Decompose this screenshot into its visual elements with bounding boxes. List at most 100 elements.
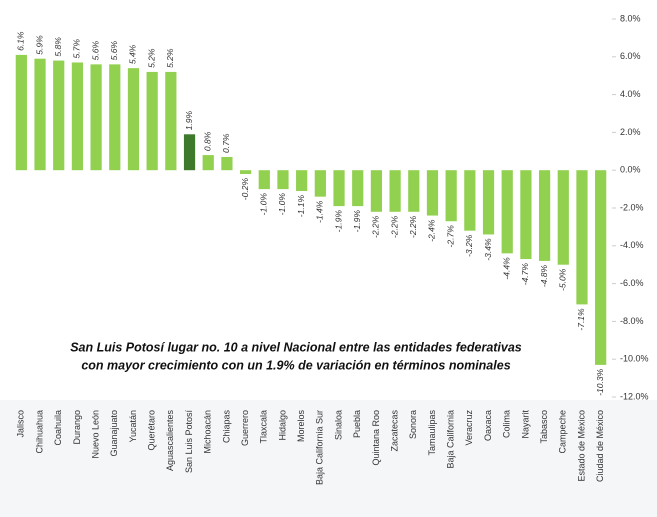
value-label: -4.8% — [539, 264, 549, 287]
value-label: -1.1% — [296, 195, 306, 218]
y-tick-label: -2.0% — [620, 202, 644, 212]
x-tick-label: Ciudad de México — [595, 410, 605, 482]
value-label: 5.4% — [128, 44, 138, 64]
bar — [90, 64, 102, 171]
bar — [352, 170, 364, 207]
value-label: -1.9% — [333, 210, 343, 233]
annotation: San Luis Potosí lugar no. 10 a nivel Nac… — [70, 340, 522, 354]
x-tick-label: Quintana Roo — [371, 410, 381, 466]
x-tick-label: Colima — [502, 410, 512, 438]
value-label: -4.7% — [520, 263, 530, 286]
bar — [258, 170, 270, 190]
bar — [595, 170, 607, 365]
bar — [34, 58, 46, 171]
bar — [389, 170, 401, 212]
x-tick-label: Baja California Sur — [315, 410, 325, 485]
x-tick-label: Zacatecas — [389, 410, 399, 452]
value-label: 0.7% — [221, 133, 231, 153]
y-tick-label: -10.0% — [620, 354, 649, 364]
bar — [183, 134, 196, 171]
y-tick-label: 0.0% — [620, 165, 641, 175]
x-tick-label: Tabasco — [539, 410, 549, 444]
value-label: 5.6% — [109, 41, 119, 61]
x-tick-label: Sinaloa — [333, 410, 343, 440]
x-tick-label: Aguascalientes — [165, 410, 175, 472]
value-label: -4.4% — [501, 257, 511, 280]
bar — [576, 170, 588, 305]
x-tick-label: Guanajuato — [109, 410, 119, 457]
x-tick-label: Coahuila — [53, 410, 63, 446]
x-tick-label: Yucatán — [128, 410, 138, 443]
bar — [520, 170, 532, 260]
value-label: 5.2% — [146, 48, 156, 68]
y-tick-label: 6.0% — [620, 51, 641, 61]
value-label: -2.2% — [408, 215, 418, 238]
value-label: -1.4% — [315, 200, 325, 223]
value-label: -1.9% — [352, 210, 362, 233]
value-label: 5.8% — [53, 37, 63, 57]
bar — [221, 156, 233, 171]
y-tick-label: 4.0% — [620, 89, 641, 99]
value-label: -0.2% — [240, 178, 250, 201]
bar — [15, 54, 27, 171]
x-tick-label: Querétaro — [147, 410, 157, 451]
value-label: -10.3% — [595, 368, 605, 395]
bar — [109, 64, 121, 171]
value-label: -1.0% — [259, 193, 269, 216]
bar — [333, 170, 345, 207]
bar — [482, 170, 495, 235]
bar — [71, 62, 84, 171]
x-tick-label: Jalisco — [16, 410, 26, 438]
lower-band — [0, 400, 657, 517]
value-label: 5.9% — [34, 35, 44, 55]
bar — [146, 71, 158, 171]
bar — [239, 170, 252, 174]
bar — [127, 68, 140, 171]
bar — [53, 60, 65, 171]
value-label: -2.2% — [389, 215, 399, 238]
x-tick-label: Hidalgo — [277, 410, 287, 441]
x-tick-label: Nayarit — [520, 410, 530, 439]
bar — [426, 170, 439, 216]
bar — [202, 155, 214, 171]
x-tick-label: Baja California — [446, 410, 456, 469]
y-tick-label: -6.0% — [620, 278, 644, 288]
value-label: -2.4% — [427, 219, 437, 242]
x-tick-label: San Luis Potosí — [184, 410, 194, 474]
x-tick-label: Estado de México — [576, 410, 586, 482]
value-label: 0.8% — [202, 131, 212, 151]
value-label: 1.9% — [184, 110, 194, 130]
value-label: -5.0% — [558, 268, 568, 291]
bar — [557, 170, 569, 265]
y-tick-label: -12.0% — [620, 391, 649, 401]
x-tick-label: Chiapas — [221, 410, 231, 444]
bar — [296, 170, 308, 191]
y-tick-label: 2.0% — [620, 127, 641, 137]
value-label: 5.6% — [90, 41, 100, 61]
x-tick-label: Campeche — [558, 410, 568, 454]
value-label: -1.0% — [277, 193, 287, 216]
value-label: 6.1% — [16, 31, 26, 51]
bar — [370, 170, 383, 212]
annotation: con mayor crecimiento con un 1.9% de var… — [81, 358, 510, 372]
x-tick-label: Tamaulipas — [427, 410, 437, 456]
value-label: 5.2% — [165, 48, 175, 68]
x-tick-label: Sonora — [408, 410, 418, 439]
x-tick-label: Tlaxcala — [259, 410, 269, 444]
bar — [464, 170, 476, 231]
value-label: 5.7% — [72, 39, 82, 59]
value-label: -2.2% — [371, 215, 381, 238]
x-tick-label: Morelos — [296, 410, 306, 443]
bar — [538, 170, 551, 261]
bar — [501, 170, 513, 254]
value-label: -3.2% — [464, 234, 474, 257]
y-tick-label: 8.0% — [620, 13, 641, 23]
value-label: -7.1% — [576, 308, 586, 331]
value-label: -3.4% — [483, 238, 493, 261]
value-label: -2.7% — [445, 225, 455, 248]
x-tick-label: Michoacán — [203, 410, 213, 454]
x-tick-label: Chihuahua — [34, 410, 44, 454]
x-tick-label: Oaxaca — [483, 410, 493, 441]
y-tick-label: -8.0% — [620, 316, 644, 326]
